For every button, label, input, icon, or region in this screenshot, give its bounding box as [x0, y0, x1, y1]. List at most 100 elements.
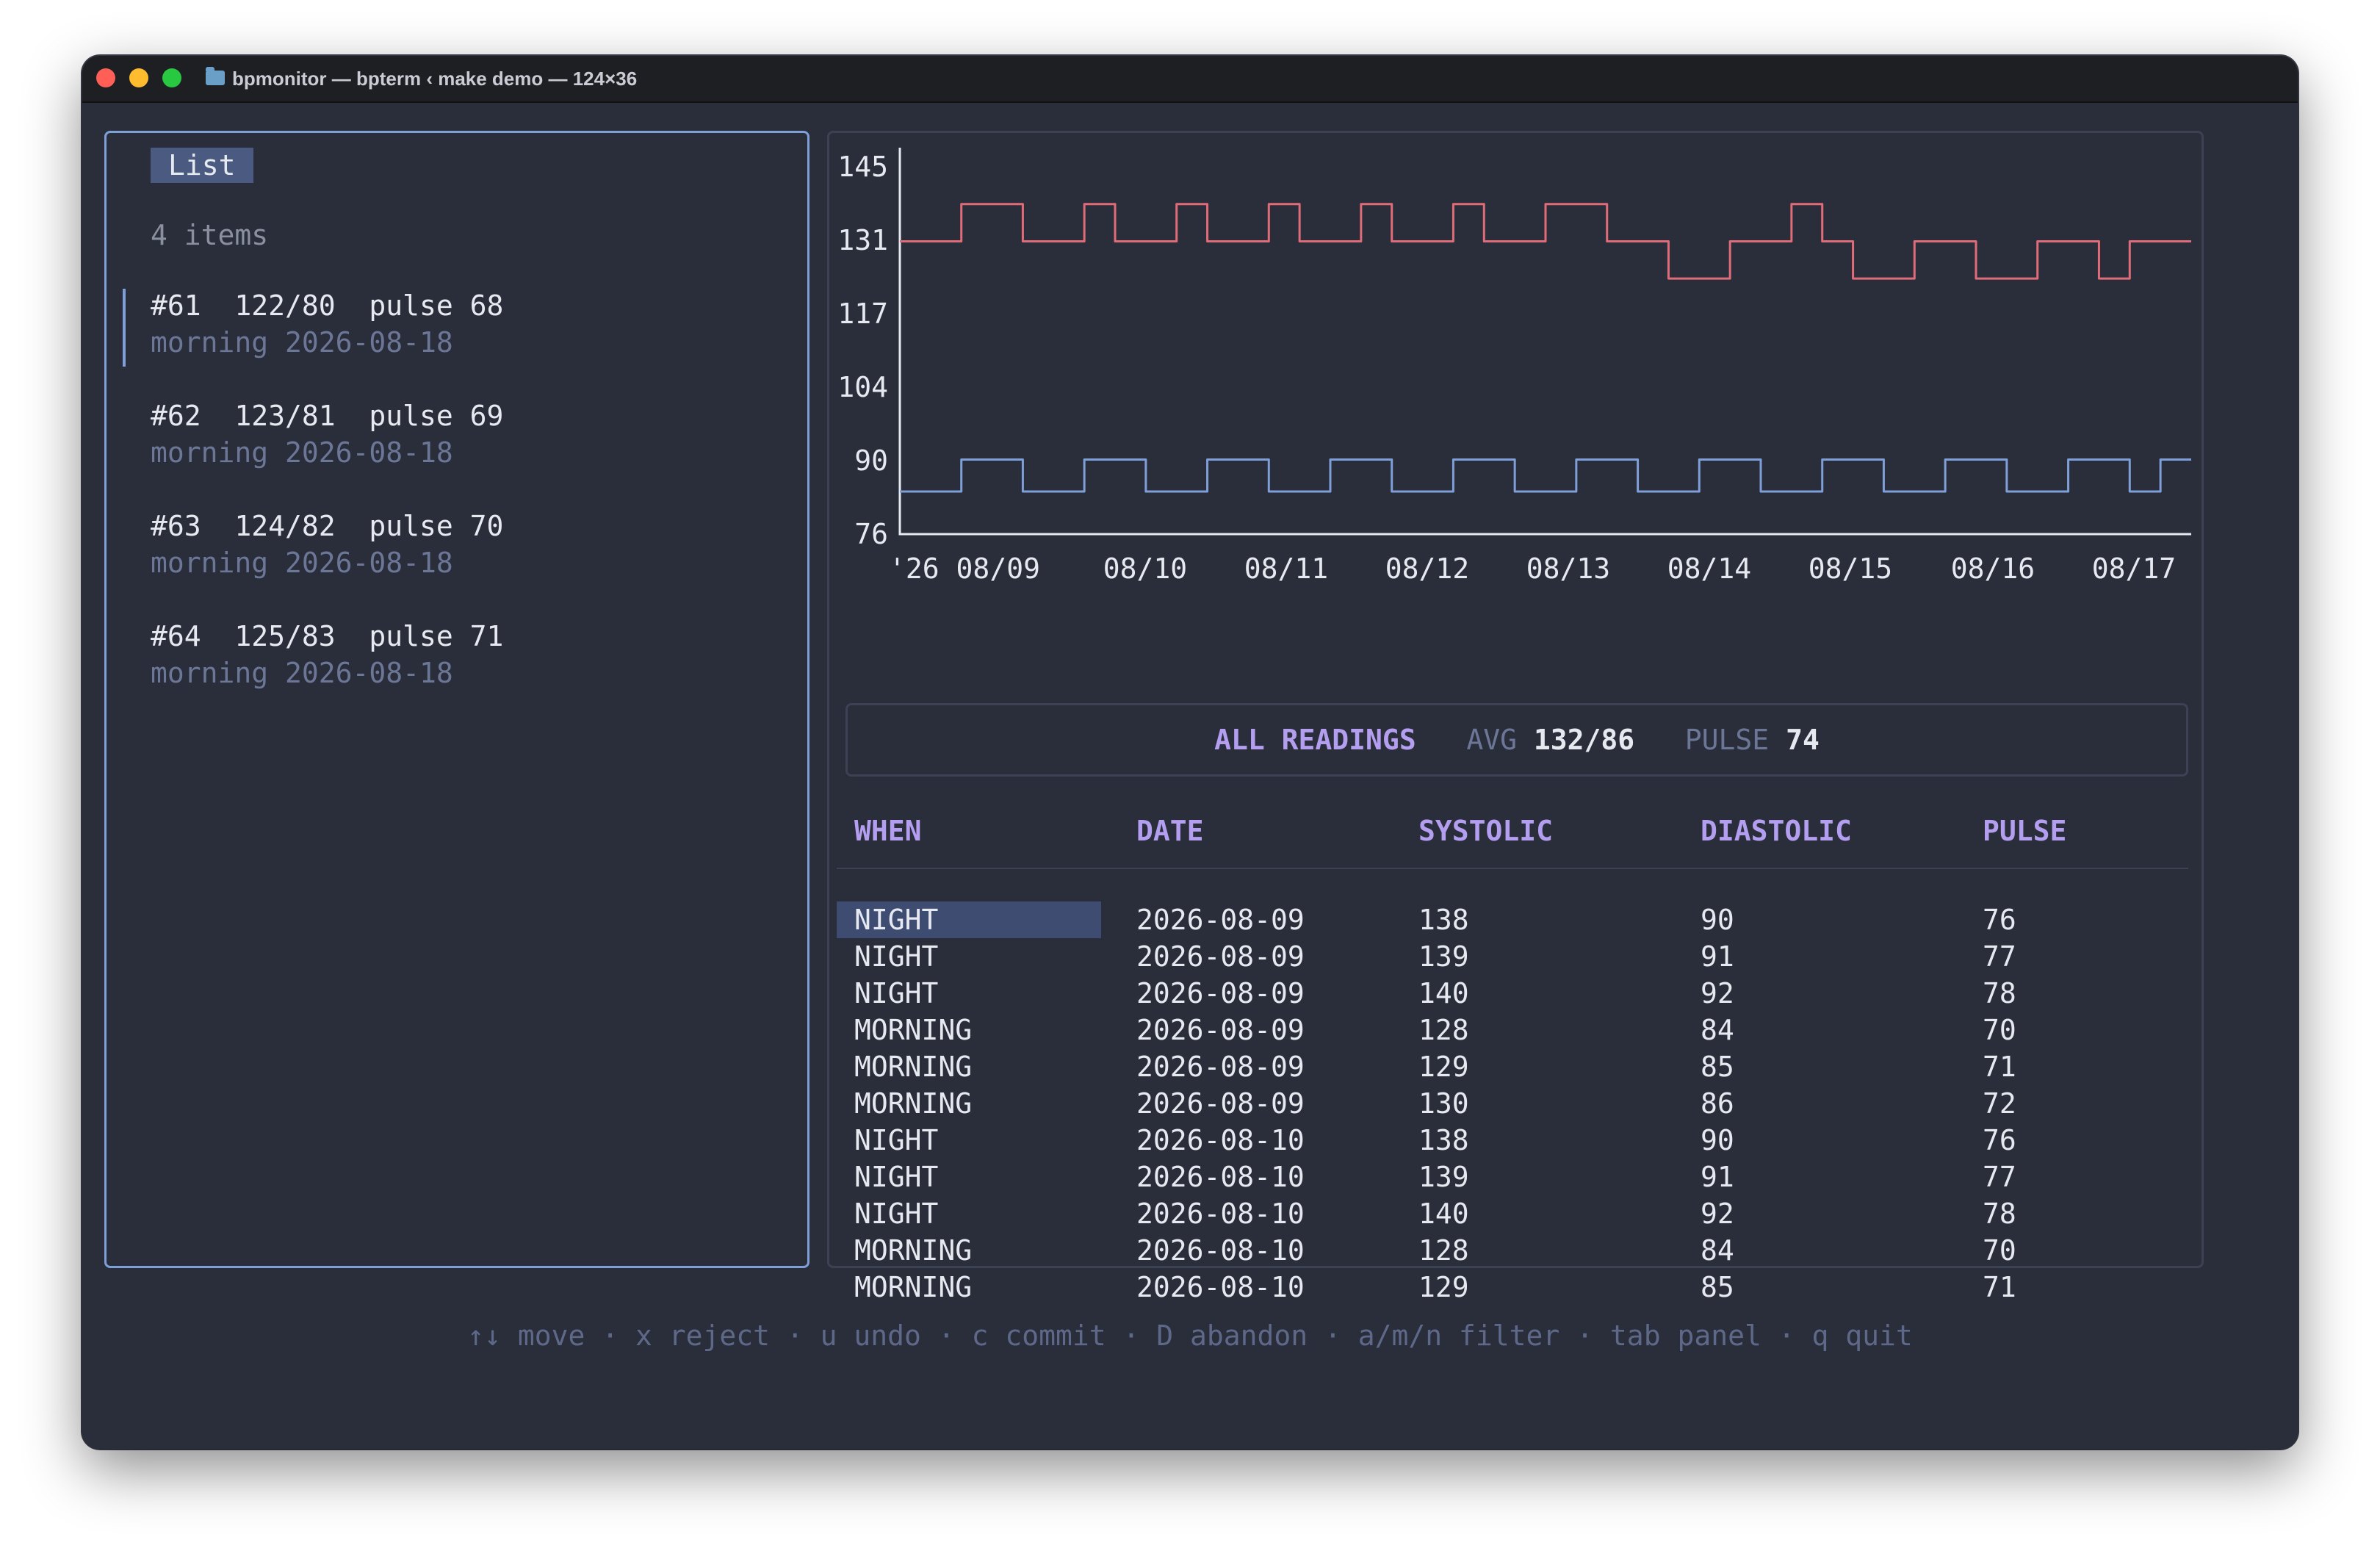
cell-pulse: 71 [1983, 1051, 2016, 1083]
cell-date: 2026-08-09 [1136, 1014, 1305, 1046]
table-row[interactable]: NIGHT 2026-08-10 138 90 76 [829, 1122, 2202, 1159]
x-tick-label: '26 08/09 [889, 552, 1040, 585]
cell-when: NIGHT [854, 1198, 939, 1230]
cell-systolic: 128 [1418, 1014, 1469, 1046]
avg-value: 132/86 [1533, 724, 1635, 756]
cell-date: 2026-08-10 [1136, 1271, 1305, 1303]
cell-pulse: 72 [1983, 1087, 2016, 1120]
folder-icon [206, 67, 225, 85]
cell-systolic: 140 [1418, 977, 1469, 1009]
list-item-summary: #63 124/82 pulse 70 [151, 510, 504, 542]
table-row[interactable]: MORNING 2026-08-10 128 84 70 [829, 1232, 2202, 1269]
list-item-meta: morning 2026-08-18 [151, 436, 453, 469]
list-item[interactable]: #62 123/81 pulse 69 morning 2026-08-18 [151, 397, 782, 471]
terminal-window: bpmonitor — bpterm ‹ make demo — 124×36 … [82, 56, 2298, 1449]
cell-pulse: 71 [1983, 1271, 2016, 1303]
x-tick-label: 08/12 [1385, 552, 1469, 585]
cell-date: 2026-08-10 [1136, 1234, 1305, 1267]
list-item[interactable]: #64 125/83 pulse 71 morning 2026-08-18 [151, 618, 782, 691]
column-header-systolic[interactable]: SYSTOLIC [1418, 815, 1554, 847]
cell-systolic: 128 [1418, 1234, 1469, 1267]
list-item-summary: #64 125/83 pulse 71 [151, 620, 504, 652]
x-tick-label: 08/16 [1951, 552, 2035, 585]
table-row[interactable]: MORNING 2026-08-09 128 84 70 [829, 1012, 2202, 1048]
cell-systolic: 138 [1418, 904, 1469, 936]
cell-systolic: 139 [1418, 940, 1469, 973]
x-tick-label: 08/10 [1103, 552, 1187, 585]
column-header-pulse[interactable]: PULSE [1983, 815, 2067, 847]
y-tick-label: 145 [837, 151, 888, 183]
cell-systolic: 130 [1418, 1087, 1469, 1120]
list-item-meta: morning 2026-08-18 [151, 657, 453, 689]
cell-when: NIGHT [837, 901, 1101, 938]
cell-systolic: 138 [1418, 1124, 1469, 1156]
y-tick-label: 117 [837, 298, 888, 330]
cell-systolic: 140 [1418, 1198, 1469, 1230]
list-item[interactable]: #61 122/80 pulse 68 morning 2026-08-18 [151, 287, 782, 361]
table-divider [837, 868, 2188, 869]
cell-diastolic: 90 [1701, 1124, 1734, 1156]
cell-when: NIGHT [854, 1161, 939, 1193]
cell-diastolic: 91 [1701, 940, 1734, 973]
cell-pulse: 76 [1983, 1124, 2016, 1156]
cell-when: MORNING [854, 1271, 973, 1303]
table-row[interactable]: MORNING 2026-08-10 129 85 71 [829, 1269, 2202, 1306]
minimize-window-button[interactable] [129, 68, 148, 87]
cell-date: 2026-08-10 [1136, 1124, 1305, 1156]
y-tick-label: 90 [854, 444, 888, 477]
table-row[interactable]: NIGHT 2026-08-10 139 91 77 [829, 1159, 2202, 1195]
table-row[interactable]: MORNING 2026-08-09 129 85 71 [829, 1048, 2202, 1085]
detail-panel[interactable]: 145 131 117 104 90 76 '26 08/09 08/10 08/11 08/12… [827, 131, 2204, 1303]
cell-diastolic: 84 [1701, 1014, 1734, 1046]
cell-systolic: 139 [1418, 1161, 1469, 1193]
cell-when: NIGHT [854, 940, 939, 973]
table-row[interactable]: NIGHT 2026-08-10 140 92 78 [829, 1195, 2202, 1232]
column-header-date[interactable]: DATE [1136, 815, 1204, 847]
cell-diastolic: 86 [1701, 1087, 1734, 1120]
cell-systolic: 129 [1418, 1271, 1469, 1303]
series-line-systolic [900, 203, 2191, 280]
column-header-diastolic[interactable]: DIASTOLIC [1701, 815, 1852, 847]
cell-diastolic: 90 [1701, 904, 1734, 936]
x-tick-label: 08/13 [1526, 552, 1610, 585]
cell-pulse: 78 [1983, 977, 2016, 1009]
cell-date: 2026-08-09 [1136, 904, 1305, 936]
y-tick-label: 131 [837, 224, 888, 256]
list-item-summary: #61 122/80 pulse 68 [151, 289, 504, 322]
x-tick-label: 08/17 [2092, 552, 2176, 585]
list-item-meta: morning 2026-08-18 [151, 326, 453, 359]
cell-diastolic: 85 [1701, 1051, 1734, 1083]
avg-label: AVG [1466, 724, 1517, 756]
cell-when: MORNING [854, 1234, 973, 1267]
list-panel-title: List [151, 148, 253, 183]
blood-pressure-chart: 145 131 117 104 90 76'26 08/09 08/10 08/11 08/12… [837, 148, 2191, 585]
table-row[interactable]: NIGHT 2026-08-09 140 92 78 [829, 975, 2202, 1012]
keybinding-hints: ↑↓ move · x reject · u undo · c commit ·… [467, 1319, 1913, 1352]
table-row-selected[interactable]: NIGHT 2026-08-09 138 90 76 [829, 901, 2202, 938]
cell-date: 2026-08-10 [1136, 1161, 1305, 1193]
table-row[interactable]: NIGHT 2026-08-09 139 91 77 [829, 938, 2202, 975]
cell-date: 2026-08-09 [1136, 1051, 1305, 1083]
cell-diastolic: 92 [1701, 1198, 1734, 1230]
table-row[interactable]: MORNING 2026-08-09 130 86 72 [829, 1085, 2202, 1122]
column-header-when[interactable]: WHEN [854, 815, 922, 847]
cell-pulse: 77 [1983, 1161, 2016, 1193]
cell-systolic: 129 [1418, 1051, 1469, 1083]
close-window-button[interactable] [96, 68, 115, 87]
list-panel[interactable]: List 4 items #61 122/80 pulse 68 morning… [104, 131, 809, 1268]
cell-when: MORNING [854, 1087, 973, 1120]
table-header: WHEN DATE SYSTOLIC DIASTOLIC PULSE [829, 809, 2202, 853]
cell-pulse: 70 [1983, 1234, 2016, 1267]
list-item[interactable]: #63 124/82 pulse 70 morning 2026-08-18 [151, 508, 782, 581]
cell-date: 2026-08-10 [1136, 1198, 1305, 1230]
window-title: bpmonitor — bpterm ‹ make demo — 124×36 [232, 68, 638, 90]
chart-axes [898, 148, 2191, 536]
y-tick-label: 104 [837, 371, 888, 403]
cell-date: 2026-08-09 [1136, 940, 1305, 973]
x-tick-label: 08/11 [1244, 552, 1328, 585]
cell-when: MORNING [854, 1014, 973, 1046]
summary-bar: ALL READINGS AVG 132/86 PULSE 74 [845, 703, 2188, 777]
cell-when: MORNING [854, 1051, 973, 1083]
cell-when: NIGHT [854, 977, 939, 1009]
zoom-window-button[interactable] [162, 68, 181, 87]
